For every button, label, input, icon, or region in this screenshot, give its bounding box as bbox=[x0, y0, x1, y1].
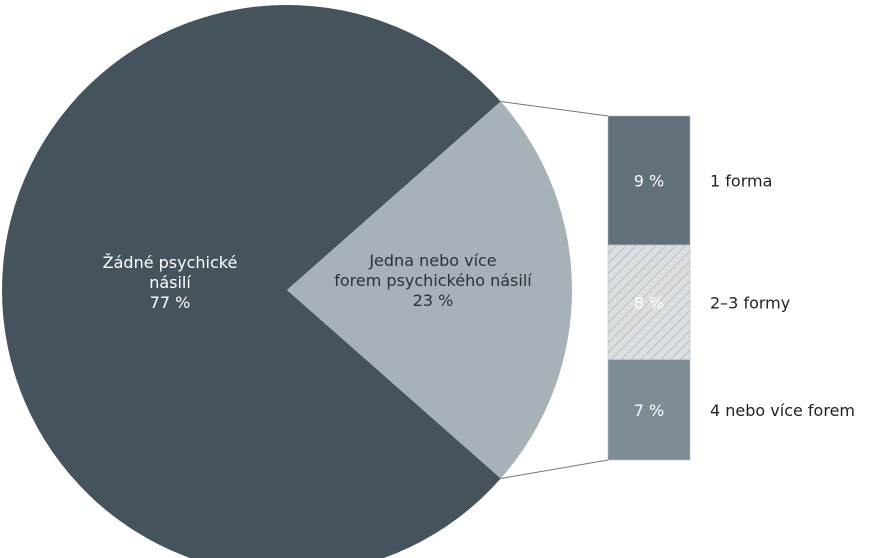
breakdown-bar bbox=[607, 115, 691, 461]
pie-slice-1 bbox=[2, 5, 501, 558]
bar-segment-3 bbox=[607, 359, 691, 461]
bar-segment-label-1: 1 forma bbox=[710, 172, 772, 191]
connector-line-top bbox=[500, 101, 609, 117]
bar-segment-2 bbox=[607, 244, 691, 360]
pie-slice-label-1: Žádné psychické násilí 77 % bbox=[103, 253, 238, 312]
bar-segment-value-1: 9 % bbox=[634, 172, 664, 191]
bar-segment-label-3: 4 nebo více forem bbox=[710, 401, 855, 420]
pie-slice-2 bbox=[287, 101, 572, 479]
pie bbox=[2, 5, 572, 558]
bar-segment-1 bbox=[607, 115, 691, 246]
bar-segment-label-2: 2–3 formy bbox=[710, 293, 790, 312]
breakdown-labels: 9 % 1 forma 8 % 2–3 formy 7 % 4 nebo více for… bbox=[634, 172, 855, 420]
connector-lines bbox=[500, 101, 609, 479]
bar-segment-value-3: 7 % bbox=[634, 401, 664, 420]
pie-labels: Žádné psychické násilí 77 % Jedna nebo více… bbox=[103, 251, 533, 312]
connector-line-bottom bbox=[500, 459, 609, 479]
pie-slice-label-2: Jedna nebo více forem psychického násilí 2… bbox=[334, 251, 532, 310]
bar-segment-value-2: 8 % bbox=[634, 293, 664, 312]
